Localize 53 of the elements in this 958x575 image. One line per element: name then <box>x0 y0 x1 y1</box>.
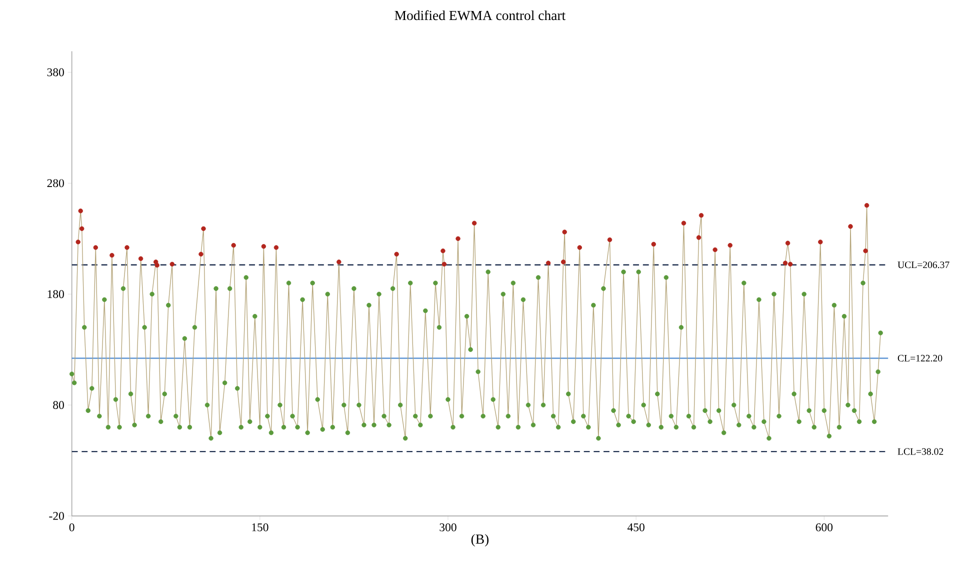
point <box>231 242 236 248</box>
point <box>394 252 399 257</box>
point <box>274 245 279 250</box>
chart-title: Modified EWMA control chart <box>394 10 566 20</box>
point <box>456 236 460 241</box>
point <box>712 247 718 252</box>
point <box>864 203 870 208</box>
point <box>848 224 853 229</box>
point <box>788 262 793 266</box>
point <box>93 245 98 250</box>
point <box>472 220 477 226</box>
point <box>560 260 566 264</box>
point <box>818 240 823 244</box>
x-tick-label: 150 <box>252 523 268 532</box>
y-tick-label: 280 <box>47 179 64 188</box>
point <box>651 242 656 247</box>
point <box>442 262 447 266</box>
point <box>76 240 80 244</box>
point <box>681 220 686 226</box>
y-tick-label: 380 <box>47 68 64 76</box>
point <box>170 262 174 266</box>
point <box>80 226 84 232</box>
point <box>863 248 868 254</box>
x-tick-label: 600 <box>816 523 833 532</box>
y-tick-label: -20 <box>49 512 64 520</box>
x-tick-label: 300 <box>440 523 456 532</box>
point <box>198 252 204 257</box>
point <box>78 208 83 214</box>
point <box>728 242 732 248</box>
point <box>785 240 790 246</box>
point <box>607 237 612 242</box>
x-tick-label: 0 <box>69 523 74 532</box>
ref-line-label: LCL=38.02 <box>898 448 944 455</box>
point <box>110 252 114 258</box>
point <box>698 212 704 218</box>
x-tick-label: 450 <box>627 523 644 532</box>
point <box>154 262 160 268</box>
ref-line-label: CL=122.20 <box>898 354 942 362</box>
point <box>440 248 446 254</box>
point <box>696 235 702 240</box>
point <box>336 260 342 264</box>
point <box>782 260 788 266</box>
point <box>261 244 266 249</box>
point <box>546 260 551 266</box>
point <box>577 245 582 250</box>
y-tick-label: 80 <box>53 401 64 409</box>
x-axis-title: (B) <box>471 534 489 547</box>
ref-line-label: UCL=206.37 <box>898 262 950 268</box>
point <box>201 226 206 232</box>
point <box>138 256 144 261</box>
point <box>124 245 130 250</box>
y-tick-label: 180 <box>48 290 64 298</box>
point <box>562 230 567 234</box>
